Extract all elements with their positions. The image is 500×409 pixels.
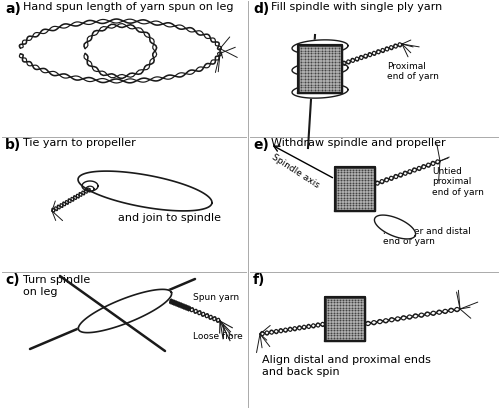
Text: and join to spindle: and join to spindle (118, 213, 222, 222)
Text: Spindle axis: Spindle axis (270, 152, 321, 189)
Text: Turn spindle
on leg: Turn spindle on leg (23, 274, 90, 296)
Text: Fill spindle with single ply yarn: Fill spindle with single ply yarn (271, 2, 442, 12)
Text: Proximal
end of yarn: Proximal end of yarn (387, 62, 439, 81)
Text: Align distal and proximal ends
and back spin: Align distal and proximal ends and back … (262, 354, 431, 376)
Text: Untied
proximal
end of yarn: Untied proximal end of yarn (432, 166, 484, 196)
Polygon shape (335, 168, 375, 211)
Polygon shape (325, 297, 365, 341)
Text: Loose fibre: Loose fibre (193, 331, 243, 340)
Polygon shape (292, 85, 348, 99)
Text: Spun yarn: Spun yarn (193, 292, 239, 301)
Polygon shape (78, 290, 172, 333)
Text: d): d) (253, 2, 269, 16)
Text: Propeller and distal
end of yarn: Propeller and distal end of yarn (383, 227, 471, 246)
Polygon shape (292, 41, 348, 55)
Text: b): b) (5, 138, 21, 152)
Text: f): f) (253, 272, 266, 286)
Polygon shape (78, 172, 212, 211)
Text: e): e) (253, 138, 269, 152)
Polygon shape (292, 63, 348, 77)
Text: Hand spun length of yarn spun on leg: Hand spun length of yarn spun on leg (23, 2, 234, 12)
Polygon shape (298, 46, 342, 94)
Text: c): c) (5, 272, 20, 286)
Text: a): a) (5, 2, 21, 16)
Polygon shape (374, 216, 416, 239)
Text: Tie yarn to propeller: Tie yarn to propeller (23, 138, 136, 148)
Text: Withdraw spindle and propeller: Withdraw spindle and propeller (271, 138, 446, 148)
